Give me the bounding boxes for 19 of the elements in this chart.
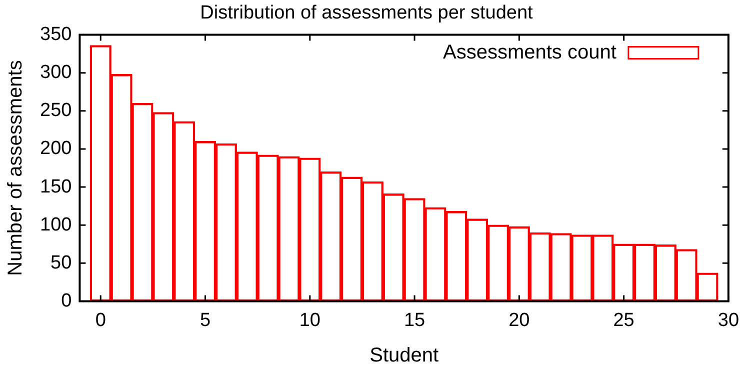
y-tick-label: 150	[40, 176, 72, 198]
x-tick-label: 20	[508, 310, 530, 331]
x-tick-label: 25	[613, 310, 634, 331]
y-tick-label: 250	[40, 100, 72, 122]
y-tick-label: 100	[40, 214, 72, 236]
x-axis-title: Student	[370, 344, 439, 367]
x-tick-label: 0	[95, 310, 106, 331]
y-tick-label: 200	[40, 138, 72, 160]
y-axis-title: Number of assessments	[4, 60, 27, 276]
x-tick-label: 10	[299, 310, 320, 331]
y-tick-label: 50	[50, 252, 72, 274]
legend-label: Assessments count	[443, 41, 617, 64]
chart-title: Distribution of assessments per student	[200, 2, 534, 24]
x-tick-label: 15	[404, 310, 426, 331]
x-tick-label: 30	[718, 310, 740, 331]
x-tick-label: 5	[200, 310, 211, 331]
y-tick-label: 0	[61, 290, 72, 312]
y-tick-label: 300	[40, 62, 72, 84]
y-tick-label: 350	[40, 24, 72, 46]
